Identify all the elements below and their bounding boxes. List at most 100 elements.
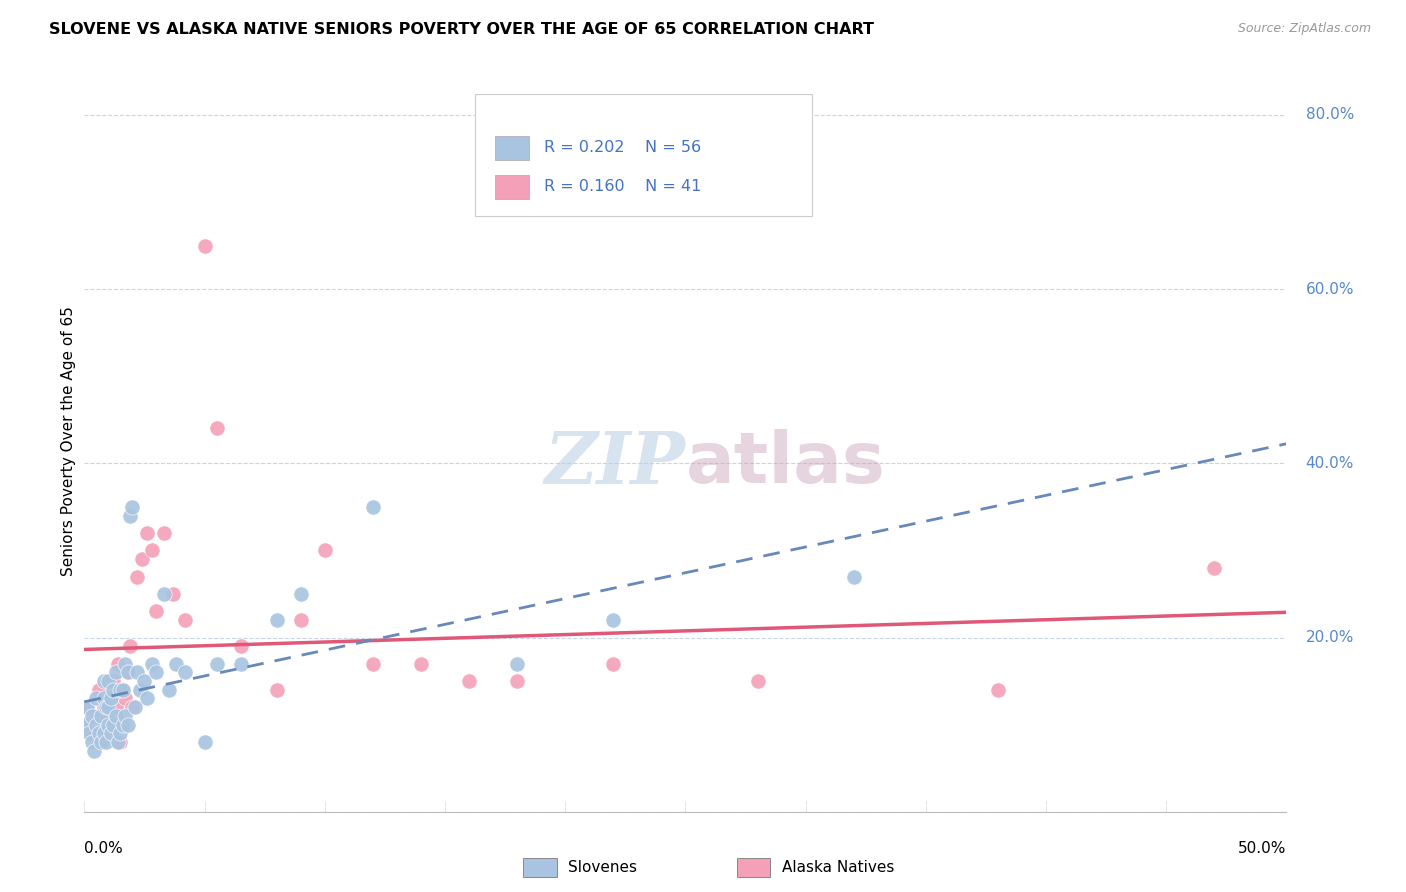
Point [117,665,139,680]
Point [128,682,150,697]
Text: 50.0%: 50.0% [1239,841,1286,856]
Point [90,735,112,749]
Point [103,682,125,697]
Point [111,682,134,697]
Point [152,526,174,541]
Point [107,735,129,749]
Point [73,717,96,731]
Point [90,735,112,749]
Point [86,717,108,731]
Point [842,569,865,583]
Point [110,735,132,749]
Point [111,717,134,731]
Point [76,700,98,714]
Point [100,726,122,740]
Point [93,700,115,714]
Point [162,587,184,601]
Point [104,709,127,723]
FancyBboxPatch shape [495,136,529,160]
Point [118,639,141,653]
Point [121,500,143,514]
Point [165,657,187,671]
Text: ZIP: ZIP [544,428,686,500]
Point [104,700,127,714]
Point [361,657,384,671]
Point [124,700,146,714]
Point [97,700,120,714]
Point [506,674,529,689]
Point [117,717,139,731]
Text: R = 0.160    N = 41: R = 0.160 N = 41 [544,179,702,194]
Point [266,613,288,627]
Point [111,682,134,697]
Point [94,700,117,714]
Point [114,691,136,706]
Text: 0.0%: 0.0% [84,841,124,856]
Point [93,674,115,689]
Point [87,726,110,740]
Bar [523,858,557,878]
FancyBboxPatch shape [475,94,811,216]
Point [141,543,163,558]
Point [194,238,217,252]
Point [229,639,252,653]
Point [114,709,136,723]
Point [110,726,132,740]
Point [290,587,312,601]
Text: 20.0%: 20.0% [1306,630,1354,645]
Text: 40.0%: 40.0% [1306,456,1354,471]
Point [174,665,197,680]
Point [747,674,769,689]
Point [80,709,103,723]
Point [103,717,125,731]
Point [87,682,110,697]
Point [157,682,180,697]
Point [987,682,1010,697]
Point [93,726,115,740]
Point [90,709,112,723]
Point [104,665,127,680]
Point [135,691,157,706]
Text: SLOVENE VS ALASKA NATIVE SENIORS POVERTY OVER THE AGE OF 65 CORRELATION CHART: SLOVENE VS ALASKA NATIVE SENIORS POVERTY… [49,22,875,37]
Point [127,569,149,583]
Text: Alaska Natives: Alaska Natives [782,860,894,875]
Point [145,665,167,680]
Point [409,657,432,671]
Point [97,717,120,731]
Point [110,682,132,697]
Point [152,587,174,601]
Text: 60.0%: 60.0% [1306,282,1354,297]
Point [86,709,108,723]
Point [77,726,100,740]
Point [94,709,117,723]
Text: Slovenes: Slovenes [568,860,637,875]
Point [229,657,252,671]
Text: R = 0.202    N = 56: R = 0.202 N = 56 [544,140,700,155]
Point [127,665,149,680]
Point [290,613,312,627]
Point [205,657,228,671]
Point [93,691,115,706]
Point [194,735,217,749]
Text: 80.0%: 80.0% [1306,107,1354,122]
Text: atlas: atlas [686,429,886,499]
Point [458,674,481,689]
Point [86,691,108,706]
Point [602,657,624,671]
Point [76,700,98,714]
Point [117,665,139,680]
Point [145,604,167,618]
Point [94,735,117,749]
Point [100,717,122,731]
Point [97,691,120,706]
FancyBboxPatch shape [495,175,529,199]
Point [205,421,228,435]
Point [314,543,336,558]
Bar [737,858,770,878]
Point [506,657,529,671]
Point [80,735,103,749]
Point [118,508,141,523]
Point [361,500,384,514]
Text: Source: ZipAtlas.com: Source: ZipAtlas.com [1237,22,1371,36]
Point [174,613,197,627]
